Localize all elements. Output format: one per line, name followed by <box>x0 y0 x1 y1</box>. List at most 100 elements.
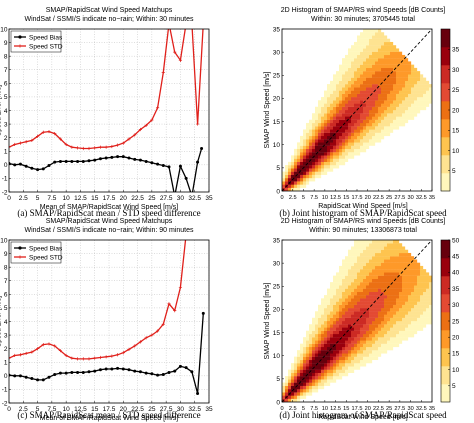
heatmap-cell <box>306 350 310 354</box>
heatmap-cell <box>366 93 370 98</box>
heatmap-cell <box>336 90 340 94</box>
x-tick-label: 0 <box>280 406 283 412</box>
legend-label: Speed STD <box>29 43 63 50</box>
heatmap-cell <box>417 103 421 107</box>
heatmap-cell <box>408 308 412 312</box>
heatmap-cell <box>330 353 334 357</box>
heatmap-cell <box>297 161 301 166</box>
panel-d-subtitle: Within: 90 minutes; 13306873 total <box>309 227 417 234</box>
heatmap-cell <box>357 45 361 49</box>
heatmap-cell <box>417 308 421 312</box>
heatmap-cell <box>384 90 388 94</box>
heatmap-cell <box>351 77 355 81</box>
heatmap-cell <box>414 301 418 305</box>
data-point-speed-bias <box>156 373 160 377</box>
heatmap-cell <box>366 275 370 280</box>
heatmap-cell <box>381 301 385 305</box>
heatmap-cell <box>414 285 418 289</box>
y-tick-label: 0 <box>276 399 280 406</box>
heatmap-cell <box>297 350 301 354</box>
heatmap-cell <box>321 171 325 175</box>
heatmap-cell <box>345 61 349 65</box>
heatmap-cell <box>363 110 367 114</box>
heatmap-cell <box>390 122 394 127</box>
heatmap-cell <box>387 304 391 309</box>
heatmap-cell <box>345 308 349 312</box>
heatmap-cell <box>315 327 319 331</box>
heatmap-cell <box>315 346 319 351</box>
heatmap-cell <box>375 252 379 257</box>
heatmap-cell <box>381 343 385 348</box>
heatmap-cell <box>327 295 331 299</box>
heatmap-cell <box>387 243 391 247</box>
heatmap-cell <box>417 295 421 299</box>
heatmap-cell <box>312 317 316 322</box>
heatmap-cell <box>411 110 415 114</box>
heatmap-cell <box>291 392 295 396</box>
heatmap-cell <box>372 71 376 75</box>
heatmap-cell <box>408 80 412 85</box>
data-point-speed-bias <box>18 374 22 378</box>
heatmap-cell <box>387 301 391 305</box>
legend-marker-speed-bias <box>18 35 22 39</box>
heatmap-cell <box>318 100 322 104</box>
x-tick-label: 12.5 <box>330 195 341 201</box>
heatmap-cell <box>336 142 340 146</box>
heatmap-cell <box>351 350 355 354</box>
heatmap-cell <box>318 311 322 315</box>
heatmap-cell <box>363 113 367 117</box>
x-tick-label: 17.5 <box>103 195 116 202</box>
heatmap-cell <box>396 269 400 273</box>
data-point-speed-std <box>18 353 23 357</box>
heatmap-cell <box>426 275 430 280</box>
heatmap-cell <box>366 282 370 286</box>
heatmap-cell <box>336 113 340 117</box>
heatmap-cell <box>318 126 322 130</box>
heatmap-cell <box>303 392 307 396</box>
heatmap-cell <box>405 87 409 91</box>
heatmap-cell <box>405 321 409 325</box>
heatmap-cell <box>402 74 406 78</box>
colorbar-segment <box>441 119 450 138</box>
heatmap-cell <box>405 74 409 78</box>
heatmap-cell <box>360 324 364 328</box>
heatmap-cell <box>321 346 325 351</box>
heatmap-cell <box>375 51 379 56</box>
heatmap-cell <box>402 317 406 322</box>
heatmap-cell <box>369 106 373 111</box>
heatmap-cell <box>402 103 406 107</box>
heatmap-cell <box>300 392 304 396</box>
heatmap-cell <box>384 113 388 117</box>
data-point-speed-bias <box>173 369 177 373</box>
heatmap-cell <box>294 376 298 380</box>
heatmap-cell <box>348 291 352 296</box>
heatmap-cell <box>369 67 373 72</box>
heatmap-cell <box>384 285 388 289</box>
heatmap-cell <box>393 45 397 49</box>
heatmap-cell <box>354 350 358 354</box>
heatmap-cell <box>393 249 397 254</box>
heatmap-cell <box>321 301 325 305</box>
heatmap-cell <box>369 262 373 267</box>
heatmap-cell <box>321 152 325 156</box>
colorbar-segment <box>441 312 450 331</box>
heatmap-cell <box>372 343 376 348</box>
heatmap-cell <box>336 126 340 130</box>
heatmap-cell <box>393 54 397 59</box>
heatmap-cell <box>321 168 325 172</box>
heatmap-cell <box>303 152 307 156</box>
heatmap-cell <box>366 116 370 120</box>
heatmap-cell <box>348 106 352 111</box>
data-point-speed-std <box>64 353 68 358</box>
heatmap-cell <box>420 77 424 81</box>
heatmap-cell <box>354 252 358 257</box>
heatmap-cell <box>330 100 334 104</box>
heatmap-cell <box>351 64 355 69</box>
heatmap-cell <box>357 259 361 263</box>
heatmap-cell <box>294 385 298 390</box>
heatmap-cell <box>387 311 391 315</box>
heatmap-cell <box>414 71 418 75</box>
heatmap-cell <box>351 272 355 276</box>
heatmap-cell <box>324 97 328 101</box>
heatmap-cell <box>411 256 415 260</box>
